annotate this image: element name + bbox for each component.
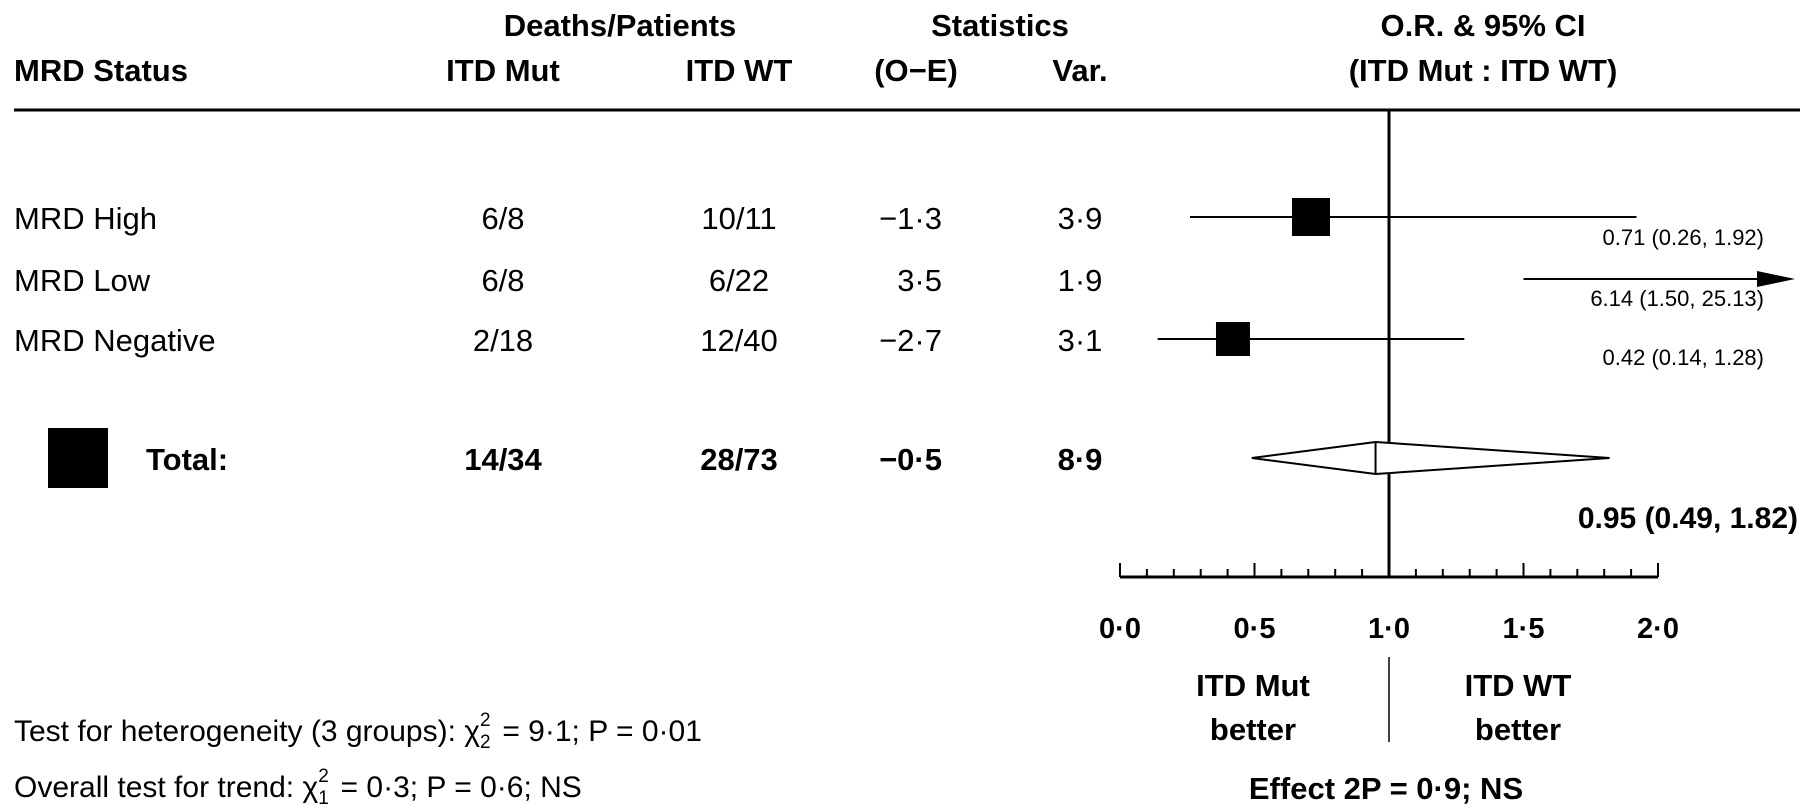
row-label: MRD Negative xyxy=(14,323,216,358)
row-var-value: 3·9 xyxy=(1057,201,1103,236)
x-tick-label: 0·5 xyxy=(1234,613,1276,645)
row-label: MRD Low xyxy=(14,263,151,298)
row-var-value: 3·1 xyxy=(1057,323,1103,358)
row-ci-text: 0.71 (0.26, 1.92) xyxy=(1602,225,1764,250)
total-diamond xyxy=(1251,440,1610,476)
chi-superscript: 2 xyxy=(479,710,491,731)
total-label: Total: xyxy=(146,442,229,477)
trend-result: = 0·3; P = 0·6; NS xyxy=(332,771,582,804)
col-or-comparison: (ITD Mut : ITD WT) xyxy=(1348,53,1618,88)
left-better-label-1: ITD Mut xyxy=(1196,668,1310,703)
or-marker xyxy=(1215,322,1250,356)
right-better-label-2: better xyxy=(1474,712,1562,747)
row-var-value: 1·9 xyxy=(1057,263,1103,298)
header-statistics: Statistics xyxy=(931,8,1069,43)
trend-prefix: Overall test for trend: xyxy=(14,771,303,804)
x-tick-label: 0·0 xyxy=(1099,613,1141,645)
row-mut-value: 6/8 xyxy=(481,201,525,236)
row-label: MRD High xyxy=(14,201,157,236)
heterogeneity-prefix: Test for heterogeneity (3 groups): xyxy=(14,715,465,748)
row-mut-value: 6/8 xyxy=(481,263,525,298)
col-o-minus-e: (O−E) xyxy=(874,53,958,88)
row-oe-value: −1·3 xyxy=(879,201,942,236)
total-wt-value: 28/73 xyxy=(700,442,778,477)
header-or-ci: O.R. & 95% CI xyxy=(1380,8,1586,43)
chi-subscript: 1 xyxy=(318,788,329,809)
row-ci-text: 0.42 (0.14, 1.28) xyxy=(1602,345,1764,370)
row-oe-value: 3·5 xyxy=(897,263,942,298)
row-ci-text: 6.14 (1.50, 25.13) xyxy=(1590,286,1764,311)
heterogeneity-result: = 9·1; P = 0·01 xyxy=(493,715,702,748)
total-oe-value: −0·5 xyxy=(879,442,942,477)
col-itd-mut: ITD Mut xyxy=(446,53,560,88)
x-tick-label: 1·0 xyxy=(1368,613,1410,645)
x-tick-label: 1·5 xyxy=(1503,613,1545,645)
ci-arrow xyxy=(1757,271,1795,287)
col-var: Var. xyxy=(1052,53,1108,88)
or-marker xyxy=(1291,198,1330,236)
chi-superscript: 2 xyxy=(318,766,329,787)
row-wt-value: 6/22 xyxy=(708,263,770,298)
left-better-label-2: better xyxy=(1209,712,1297,747)
row-oe-value: −2·7 xyxy=(879,323,942,358)
header-deaths-patients: Deaths/Patients xyxy=(503,8,737,43)
x-tick-label: 2·0 xyxy=(1637,613,1679,645)
row-wt-value: 10/11 xyxy=(701,201,777,236)
total-ci-text: 0.95 (0.49, 1.82) xyxy=(1577,502,1798,535)
effect-label: Effect 2P = 0·9; NS xyxy=(1248,771,1524,806)
total-mut-value: 14/34 xyxy=(464,442,542,477)
total-legend-square xyxy=(48,428,108,488)
row-mut-value: 2/18 xyxy=(472,323,534,358)
col-itd-wt: ITD WT xyxy=(685,53,793,88)
total-var-value: 8·9 xyxy=(1057,442,1103,477)
chi-subscript: 2 xyxy=(479,732,491,753)
row-wt-value: 12/40 xyxy=(700,323,778,358)
col-mrd-status: MRD Status xyxy=(14,53,188,88)
right-better-label-1: ITD WT xyxy=(1464,668,1572,703)
